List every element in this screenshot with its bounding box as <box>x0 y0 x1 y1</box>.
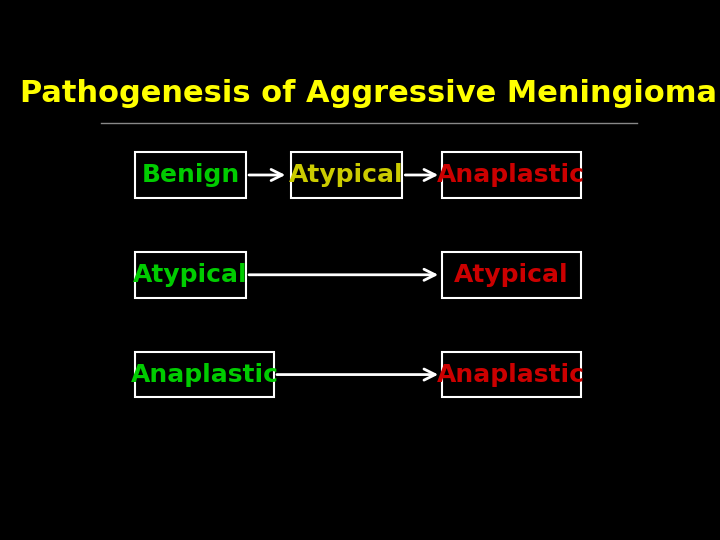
FancyBboxPatch shape <box>135 152 246 198</box>
Text: Pathogenesis of Aggressive Meningioma: Pathogenesis of Aggressive Meningioma <box>20 79 718 109</box>
Text: Anaplastic: Anaplastic <box>437 362 585 387</box>
Text: Atypical: Atypical <box>454 263 569 287</box>
FancyBboxPatch shape <box>441 252 581 298</box>
FancyBboxPatch shape <box>135 352 274 397</box>
FancyBboxPatch shape <box>441 152 581 198</box>
FancyBboxPatch shape <box>441 352 581 397</box>
Text: Anaplastic: Anaplastic <box>437 163 585 187</box>
Text: Benign: Benign <box>141 163 240 187</box>
Text: Anaplastic: Anaplastic <box>130 362 279 387</box>
Text: Atypical: Atypical <box>133 263 248 287</box>
FancyBboxPatch shape <box>135 252 246 298</box>
FancyBboxPatch shape <box>291 152 402 198</box>
Text: Atypical: Atypical <box>289 163 404 187</box>
